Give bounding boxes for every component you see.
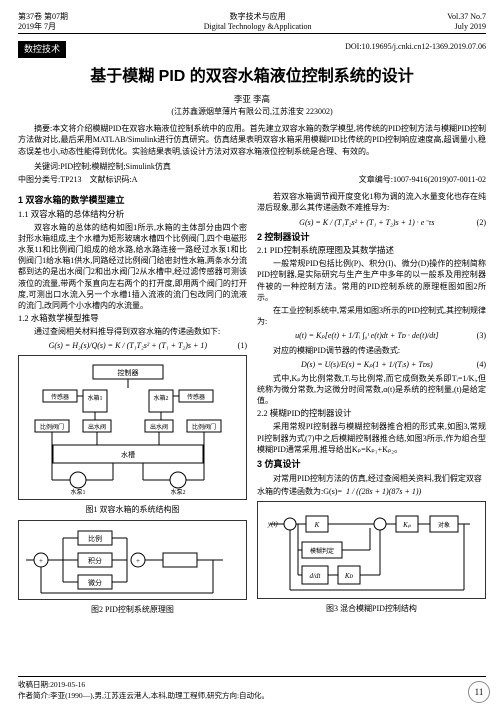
doc-code: 文献标识码:A (90, 175, 138, 184)
fig1-tank1: 水箱1 (87, 394, 102, 402)
svg-text:d/dt: d/dt (310, 572, 322, 580)
eq3-body: u(t) = Kₚ[e(t) + 1/Tᵢ ∫₀ᵗ e(t)dt + Tᴅ · … (295, 331, 438, 340)
fig2-diff: 微分 (88, 578, 102, 587)
equation-1: G(s) = H₂(s)/Q(s) = K / (T₁T₂s² + (T₁ + … (18, 340, 247, 351)
figure-2: + 比例 积分 微分 + (18, 520, 247, 600)
fig1-controller: 控制器 (118, 368, 139, 377)
eq2-body: G(s) = K / (T₁T₂s² + (T₁ + T₂)s + 1) · e… (299, 218, 434, 227)
svg-text:+: + (136, 557, 140, 565)
equation-2: G(s) = K / (T₁T₂s² + (T₁ + T₂)s + 1) · e… (257, 217, 486, 228)
svg-text:Kₚ: Kₚ (402, 521, 411, 529)
footer: 收稿日期:2019-05-16 作者简介:李亚(1990—),男,江苏连云港人,… (18, 676, 486, 701)
figure-1: 控制器 传感器 水箱1 水箱2 传感器 比例阀门 出水阀 出水阀 比例阀门 水槽 (18, 355, 247, 500)
author-bio: 作者简介:李亚(1990—),男,江苏连云港人,本科,助理工程师,研究方向:自动… (18, 691, 486, 702)
subsection-1-2: 1.2 水箱数学模型推导 (18, 313, 247, 325)
equation-3: u(t) = Kₚ[e(t) + 1/Tᵢ ∫₀ᵗ e(t)dt + Tᴅ · … (257, 330, 486, 341)
abstract: 摘要:本文将介绍模糊PID在双容水箱液位控制系统中的应用。首先建立双容水箱的数学… (18, 123, 486, 157)
fig1-caption: 图1 双容水箱的系统结构图 (18, 504, 247, 515)
para-1-1: 双容水箱的总体的结构如图1所示,水箱的主体部分由四个密封形水箱组成,主个水槽为矩… (18, 222, 247, 312)
eq1-num: (1) (238, 340, 247, 351)
eq2-num: (2) (477, 217, 486, 228)
article-title: 基于模糊 PID 的双容水箱液位控制系统的设计 (18, 66, 486, 88)
fig1-svg: 控制器 传感器 水箱1 水箱2 传感器 比例阀门 出水阀 出水阀 比例阀门 水槽 (23, 360, 233, 495)
journal-en: Digital Technology &Application (204, 22, 312, 32)
journal-cn: 数字技术与应用 (204, 12, 312, 22)
para-r5: 式中,Kₚ为比例常数,Tᵢ与比例常,而它成倒数关系即Tᵢ=1/Kᵢ,但统称为微分… (257, 373, 486, 407)
eq4-body: D(s) = U(s)/E(s) = Kₚ(1 + 1/(Tᵢs) + Tᴅs) (301, 360, 433, 369)
doi-text: DOI:10.19695/j.cnki.cn12-1369.2019.07.06 (345, 41, 486, 58)
right-column: 若双容水箱调节阀开度变化1称为调的流入水量变化也存在纯滞后现象,那么其传递函数不… (257, 191, 486, 619)
fig2-prop: 比例 (88, 534, 102, 543)
article-meta: 中图分类号:TP213 文献标识码:A 文章编号:1007-9416(2019)… (18, 174, 486, 185)
article-no: 文章编号:1007-9416(2019)07-0011-02 (359, 174, 486, 185)
eq4-num: (4) (477, 359, 486, 370)
page-header: 第37卷 第07期 2019年 7月 数字技术与应用 Digital Techn… (18, 12, 486, 34)
fig1-sensor2: 传感器 (187, 393, 205, 401)
category-tag: 数控技术 (18, 41, 66, 58)
section-3: 3 仿真设计 (257, 458, 486, 471)
eq3-num: (3) (477, 330, 486, 341)
svg-text:Kᴅ: Kᴅ (344, 572, 354, 580)
equation-4: D(s) = U(s)/E(s) = Kₚ(1 + 1/(Tᵢs) + Tᴅs)… (257, 359, 486, 370)
svg-text:K: K (314, 521, 320, 529)
figure-3: y(t) K 模糊判定 d/dt Kᴅ Kₚ (257, 501, 486, 599)
vol-issue: 第37卷 第07期 (18, 12, 68, 22)
fig2-svg: + 比例 积分 微分 + (23, 525, 233, 595)
fig1-pump2: 水泵2 (170, 488, 185, 495)
para-r1: 若双容水箱调节阀开度变化1称为调的流入水量变化也存在纯滞后现象,那么其传递函数不… (257, 191, 486, 213)
fig3-plant: 对象 (438, 521, 450, 529)
date-cn: 2019年 7月 (18, 22, 68, 32)
para-r4: 对应的模糊PID调节器的传递函数式: (257, 345, 486, 356)
transfer-fn: 1 / ((28s + 1)(87s + 1)) (346, 486, 421, 497)
fig1-valve-o2: 出水阀 (150, 423, 168, 431)
keywords: 关键词:PID控制;模糊控制;Simulink仿真 (18, 161, 486, 172)
fig1-valve-p2: 比例阀门 (192, 423, 216, 431)
clc: 中图分类号:TP213 (18, 175, 82, 184)
fig2-caption: 图2 PID控制系统原理图 (18, 604, 247, 615)
subsection-2-2: 2.2 模糊PID的控制器设计 (257, 408, 486, 420)
left-column: 1 双容水箱的数学模型建立 1.1 双容水箱的总体结构分析 双容水箱的总体的结构… (18, 191, 247, 619)
fig1-valve-o1: 出水阀 (88, 423, 106, 431)
para-r7: 对常用PID控制方法的仿真,经过查阅相关资料,我们假定双容 (257, 473, 486, 484)
affiliation: (江苏鑫源烟草薄片有限公司,江苏淮安 223002) (18, 106, 486, 117)
fig3-caption: 图3 混合模糊PID控制结构 (257, 603, 486, 614)
section-2: 2 控制器设计 (257, 231, 486, 244)
received-date: 收稿日期:2019-05-16 (18, 680, 486, 691)
para-r2: 一般常规PID包括比例(P)、积分(I)、微分(D)操作的控制简称PID控制器,… (257, 258, 486, 303)
page-number: 11 (468, 681, 490, 703)
tf-prefix: 水箱的传递函数为:G(s)= (257, 486, 342, 497)
page-number-value: 11 (468, 681, 490, 703)
para-r3: 在工业控制系统中,常采用如图3所示的PID控制式,其控制规律为: (257, 305, 486, 327)
date-en: July 2019 (447, 22, 486, 32)
fig1-basin: 水槽 (121, 450, 135, 459)
hdr-center: 数字技术与应用 Digital Technology &Application (204, 12, 312, 31)
authors: 李亚 李高 (18, 94, 486, 106)
fig3-svg: y(t) K 模糊判定 d/dt Kᴅ Kₚ (262, 506, 472, 594)
svg-text:+: + (39, 557, 43, 565)
subsection-1-1: 1.1 双容水箱的总体结构分析 (18, 209, 247, 221)
hdr-left: 第37卷 第07期 2019年 7月 (18, 12, 68, 31)
eq1-body: G(s) = H₂(s)/Q(s) = K / (T₁T₂s² + (T₁ + … (49, 341, 207, 350)
fig1-valve-p1: 比例阀门 (40, 423, 64, 431)
section-1: 1 双容水箱的数学模型建立 (18, 194, 247, 207)
fig2-int: 积分 (88, 556, 102, 565)
fig1-pump1: 水泵1 (70, 488, 85, 495)
subsection-2-1: 2.1 PID控制系统原理图及其数学描述 (257, 245, 486, 257)
para-r6: 采用常规PI控制器与模糊控制器推合相的形式来,如图3,常规PI控制器为式(7)中… (257, 421, 486, 455)
two-column-body: 1 双容水箱的数学模型建立 1.1 双容水箱的总体结构分析 双容水箱的总体的结构… (18, 191, 486, 619)
para-1-2: 通过查阅相关材料推导得到双容水箱的传递函数如下: (18, 326, 247, 337)
fig3-fuzzy: 模糊判定 (310, 547, 334, 555)
hdr-right: Vol.37 No.7 July 2019 (447, 12, 486, 31)
fig1-sensor1: 传感器 (51, 393, 69, 401)
vol-en: Vol.37 No.7 (447, 12, 486, 22)
fig1-tank2: 水箱2 (153, 394, 168, 402)
